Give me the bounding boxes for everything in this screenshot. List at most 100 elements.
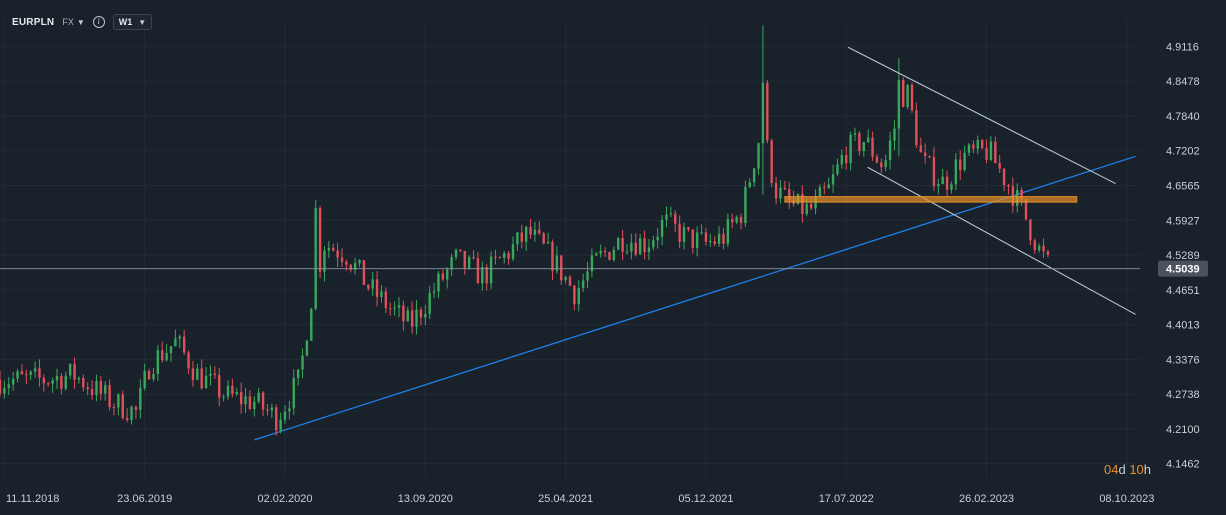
support-trendline — [254, 155, 1136, 441]
candle-body — [564, 276, 567, 281]
candle-body — [169, 346, 173, 353]
candle-body — [310, 308, 313, 341]
candle-body — [902, 79, 905, 107]
candle-body — [612, 249, 616, 260]
candle-body — [590, 255, 594, 272]
candle-body — [669, 213, 673, 215]
candle-body — [678, 223, 681, 242]
candle-body — [182, 336, 186, 353]
candle-body — [573, 285, 576, 305]
caret-down-icon: ▼ — [76, 17, 85, 27]
price-tick-label: 4.4651 — [1166, 285, 1200, 297]
candle-body — [805, 203, 808, 214]
candle-body — [68, 363, 72, 376]
candle-body — [963, 152, 966, 171]
market-selector[interactable]: FX ▼ — [62, 17, 84, 27]
candle-body — [213, 373, 217, 376]
candle-body — [226, 385, 230, 397]
candle-body — [621, 238, 624, 252]
candle-body — [29, 371, 32, 375]
date-axis: 11.11.2018 23.06.2019 02.02.2020 13.09.2020… — [6, 493, 1154, 505]
candle-body — [766, 82, 769, 141]
candle-body — [410, 310, 414, 327]
candle-body — [967, 144, 971, 153]
candle-body — [64, 375, 67, 389]
candle-body — [568, 276, 572, 286]
candle-body — [752, 168, 756, 183]
candle-body — [11, 378, 15, 385]
candle-body — [897, 79, 901, 129]
candle-body — [257, 392, 260, 402]
candle-body — [507, 253, 510, 259]
candle-body — [371, 279, 374, 289]
price-tick-label: 4.9116 — [1166, 41, 1199, 53]
candle-body — [323, 250, 326, 272]
candle-body — [143, 371, 146, 389]
candle-body — [367, 284, 370, 289]
candle-body — [336, 250, 339, 258]
candle-body — [489, 256, 493, 284]
candle-body — [332, 247, 335, 251]
chart-drawings — [254, 155, 1136, 441]
candle-body — [481, 267, 484, 284]
price-tick-label: 4.1462 — [1166, 459, 1200, 471]
candle-body — [932, 156, 936, 187]
candle-body — [779, 187, 782, 199]
candle-body — [121, 394, 124, 419]
candle-body — [90, 389, 94, 396]
candle-body — [757, 143, 760, 169]
candle-body — [156, 350, 160, 374]
candle-body — [1020, 189, 1023, 200]
candle-body — [353, 263, 357, 270]
candle-body — [428, 292, 431, 314]
candle-body — [42, 377, 46, 384]
candle-body — [60, 375, 63, 389]
candle-body — [704, 232, 708, 242]
candle-body — [3, 387, 6, 394]
candle-body — [950, 184, 953, 190]
last-price-label: 4.5039 — [1166, 264, 1200, 276]
candle-body — [283, 411, 287, 420]
candle-body — [463, 251, 466, 268]
date-tick-label: 02.02.2020 — [257, 493, 312, 505]
candle-body — [801, 193, 804, 214]
candle-body — [204, 375, 208, 389]
candle-body — [731, 219, 734, 223]
countdown-days: 04 — [1104, 462, 1119, 477]
candle-body — [831, 174, 835, 185]
candle-body — [774, 182, 778, 199]
timeframe-selector[interactable]: W1 ▼ — [112, 14, 153, 30]
candle-body — [511, 244, 515, 259]
candle-body — [187, 352, 190, 369]
candle-body — [630, 242, 633, 252]
candle-body — [301, 355, 304, 370]
candle-body — [275, 407, 278, 431]
candle-body — [893, 128, 896, 141]
candle-body — [231, 385, 234, 395]
candle-body — [349, 264, 352, 270]
candle-body — [16, 371, 19, 379]
candle-body — [244, 396, 247, 405]
candle-body — [130, 406, 133, 420]
candle-body — [1002, 168, 1006, 186]
candle-body — [726, 219, 730, 244]
candle-body — [998, 163, 1001, 169]
symbol-label[interactable]: EURPLN — [12, 16, 55, 28]
candle-body — [393, 307, 396, 309]
candle-body — [665, 214, 668, 220]
candle-body — [191, 368, 195, 380]
candle-body — [196, 368, 199, 380]
candle-body — [454, 249, 458, 258]
candle-body — [38, 368, 41, 378]
candle-body — [809, 203, 813, 209]
candle-body — [770, 140, 773, 183]
candle-body — [915, 110, 918, 146]
candle-body — [954, 159, 958, 185]
candle-body — [476, 258, 480, 284]
info-icon[interactable]: i — [92, 16, 105, 28]
candle-body — [586, 271, 589, 281]
candle-body — [77, 378, 81, 380]
date-tick-label: 17.07.2022 — [819, 493, 874, 505]
candle-body — [744, 186, 747, 223]
